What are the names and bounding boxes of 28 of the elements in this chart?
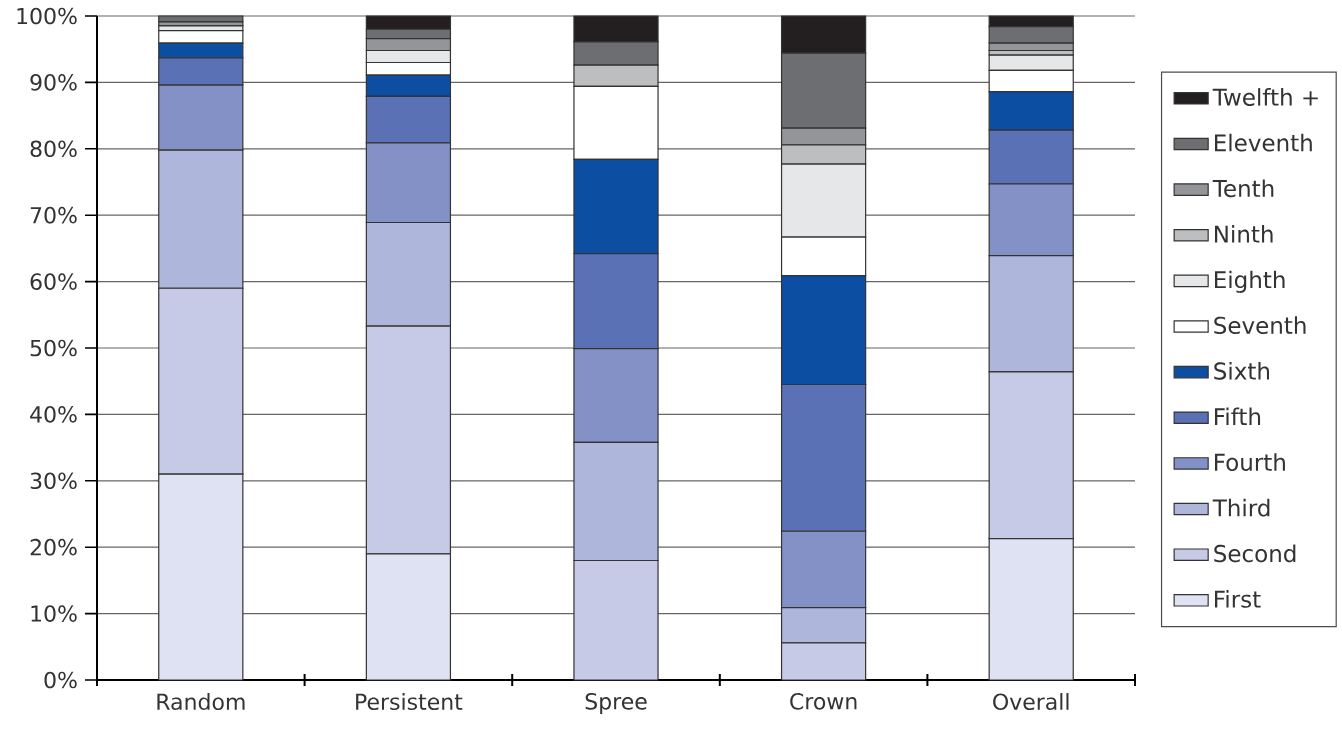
x-tick-label: Spree (585, 693, 647, 714)
legend-label: Third (1212, 498, 1270, 517)
legend-label: Sixth (1214, 361, 1270, 380)
y-tick-label: 20% (30, 538, 77, 556)
legend-label: Second (1214, 544, 1296, 563)
x-tick-label: Random (157, 693, 245, 711)
legend-label: Ninth (1215, 225, 1273, 243)
x-tick-label: Overall (993, 693, 1069, 711)
legend-label: Eighth (1215, 270, 1285, 293)
y-tick-label: 70% (30, 206, 77, 224)
legend-label: Twelfth + (1212, 88, 1318, 106)
legend-label: Tenth (1212, 179, 1274, 198)
y-tick-label: 30% (30, 472, 77, 490)
y-tick-label: 90% (30, 74, 77, 91)
legend-label: Fifth (1215, 407, 1261, 426)
y-tick-label: 10% (31, 605, 77, 622)
x-tick-label: Persistent (356, 693, 463, 711)
y-tick-label: 80% (30, 140, 77, 158)
y-tick-label: 0% (44, 671, 77, 689)
y-tick-label: 100% (17, 7, 77, 25)
legend-label: Fourth (1215, 453, 1285, 471)
legend-label: Seventh (1214, 316, 1306, 335)
legend-label: Eleventh (1215, 133, 1312, 152)
x-tick-label: Crown (790, 693, 857, 710)
y-tick-label: 50% (30, 339, 77, 357)
y-tick-label: 40% (30, 406, 77, 423)
y-tick-label: 60% (30, 273, 77, 290)
legend-label: First (1215, 590, 1261, 608)
